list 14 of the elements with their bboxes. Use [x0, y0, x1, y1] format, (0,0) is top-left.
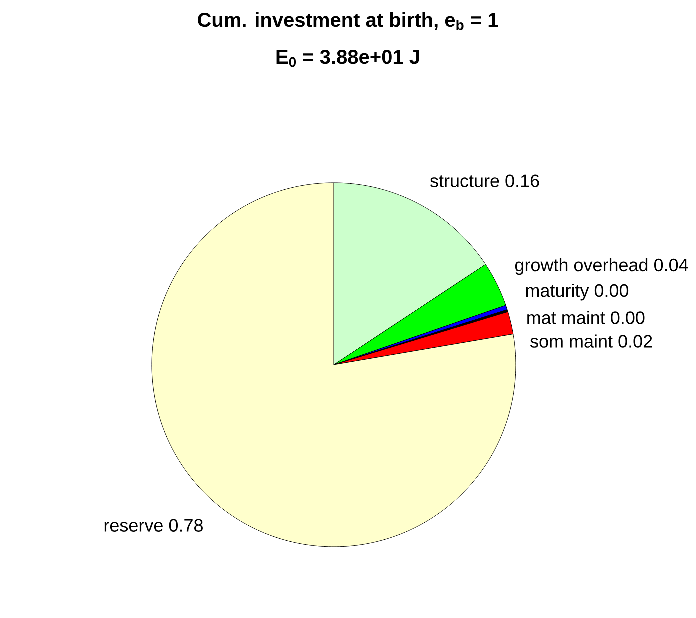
chart-subtitle: E$_{0}$ = 3.88e+01 J — [276, 50, 420, 68]
data-label: 0.16 — [506, 174, 540, 188]
data-label: 0.00 — [611, 312, 645, 324]
data-label: 0.02 — [618, 335, 652, 348]
slice-label: mat maint — [528, 311, 606, 324]
slice-label: som maint — [530, 334, 613, 348]
slice-label: maturity — [526, 284, 590, 301]
data-label: 0.04 — [654, 258, 688, 272]
chart-title: Cum. investment at birth, e$_{b}$ = 1 — [198, 12, 498, 30]
slice-label: structure — [430, 176, 500, 188]
slice-label: growth overhead — [515, 258, 648, 276]
data-label: 0.00 — [594, 284, 629, 298]
slice-label: reserve — [104, 522, 163, 532]
data-label: 0.78 — [169, 519, 203, 532]
